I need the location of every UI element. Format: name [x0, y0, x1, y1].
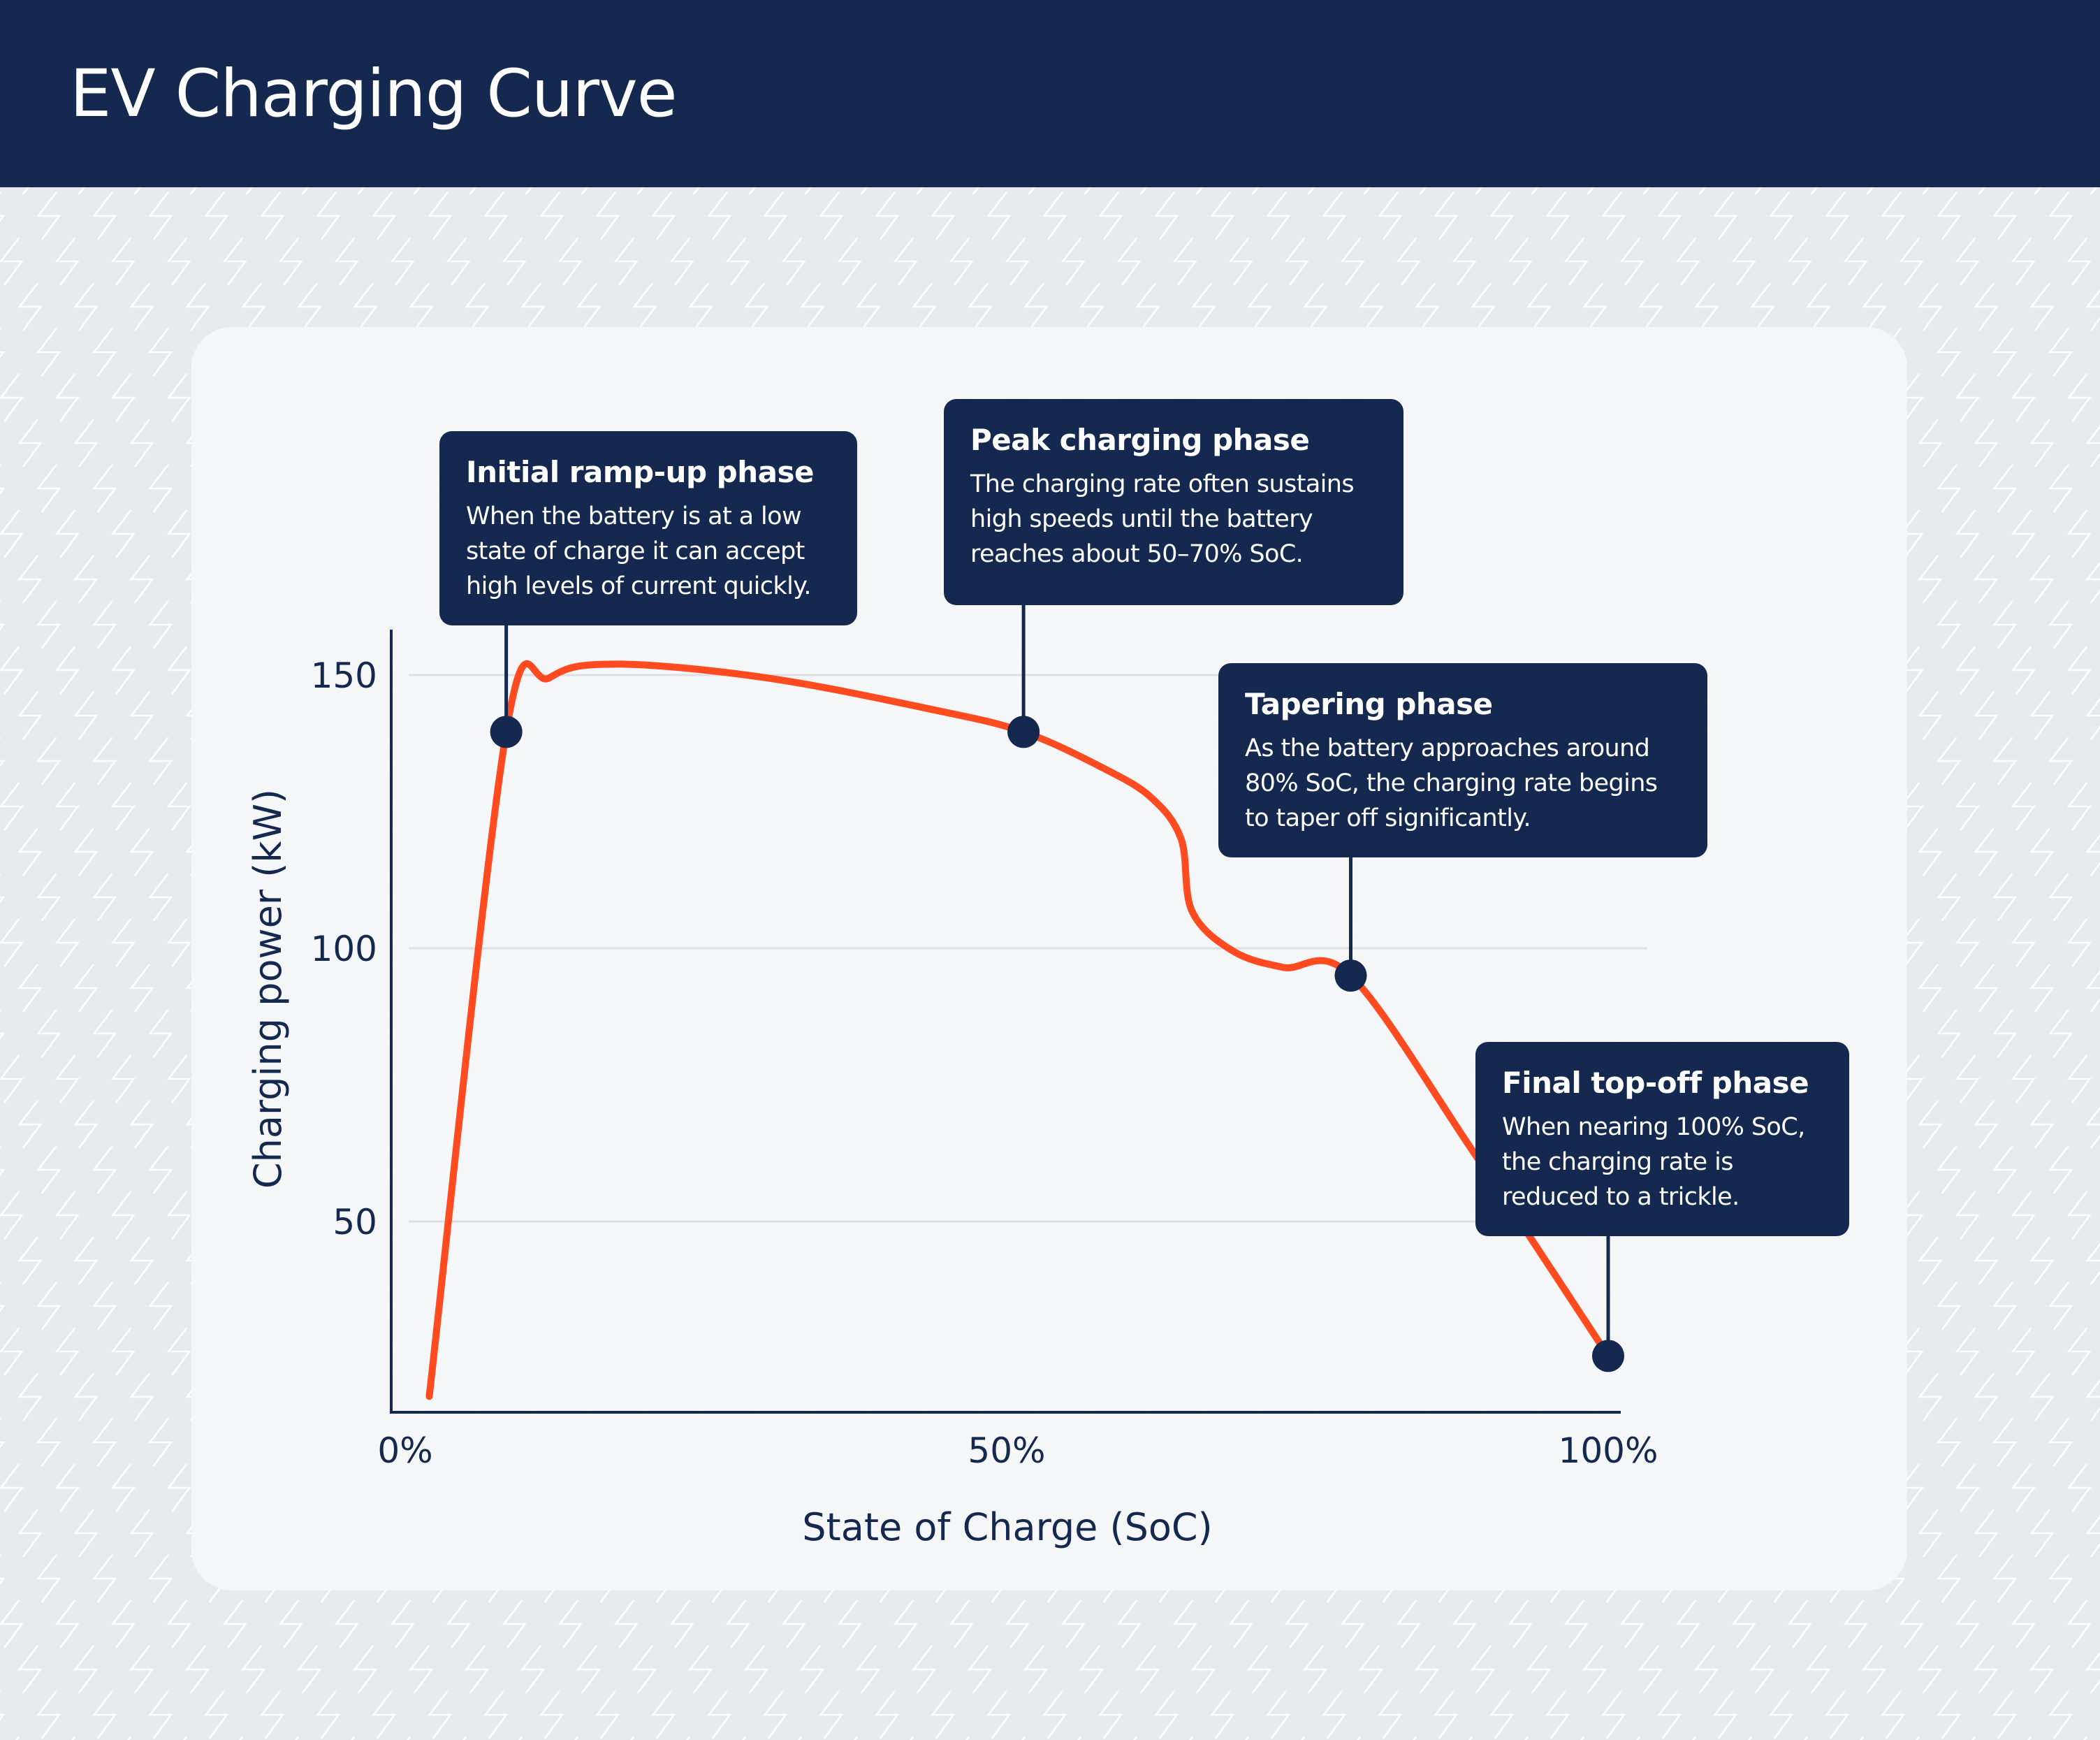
x-tick-label: 50% [968, 1430, 1045, 1471]
header-bar: EV Charging Curve [0, 0, 2100, 187]
y-tick-label: 150 [311, 655, 377, 696]
annotation-title: Final top-off phase [1502, 1066, 1809, 1100]
y-tick-label: 50 [333, 1202, 377, 1242]
x-axis-title: State of Charge (SoC) [802, 1505, 1212, 1549]
annotation-box: Tapering phase As the battery approaches … [1218, 663, 1707, 857]
annotation-title: Initial ramp-up phase [466, 455, 814, 489]
page-title: EV Charging Curve [70, 56, 678, 132]
annotation-title: Peak charging phase [970, 423, 1310, 457]
annotation-point [1592, 1340, 1624, 1372]
annotation-text: When nearing 100% SoC, the charging rate… [1502, 1113, 1805, 1211]
annotation-point [1007, 716, 1040, 748]
x-tick-label: 0% [377, 1430, 432, 1471]
annotation-box: Peak charging phase The charging rate oft… [944, 399, 1403, 605]
annotation-box: Final top-off phase When nearing 100% SoC… [1475, 1042, 1849, 1236]
x-tick-label: 100% [1559, 1430, 1658, 1471]
y-tick-label: 100 [311, 929, 377, 969]
y-axis-title: Charging power (kW) [246, 789, 290, 1189]
annotation-box: Initial ramp-up phase When the battery is… [439, 431, 857, 625]
annotation-point [490, 716, 523, 748]
annotation-point [1334, 959, 1367, 992]
annotation-text: The charging rate often sustains high sp… [970, 470, 1355, 568]
annotation-text: As the battery approaches around 80% SoC… [1245, 734, 1658, 832]
annotation-text: When the battery is at a low state of ch… [466, 502, 811, 600]
annotation-title: Tapering phase [1245, 687, 1493, 721]
